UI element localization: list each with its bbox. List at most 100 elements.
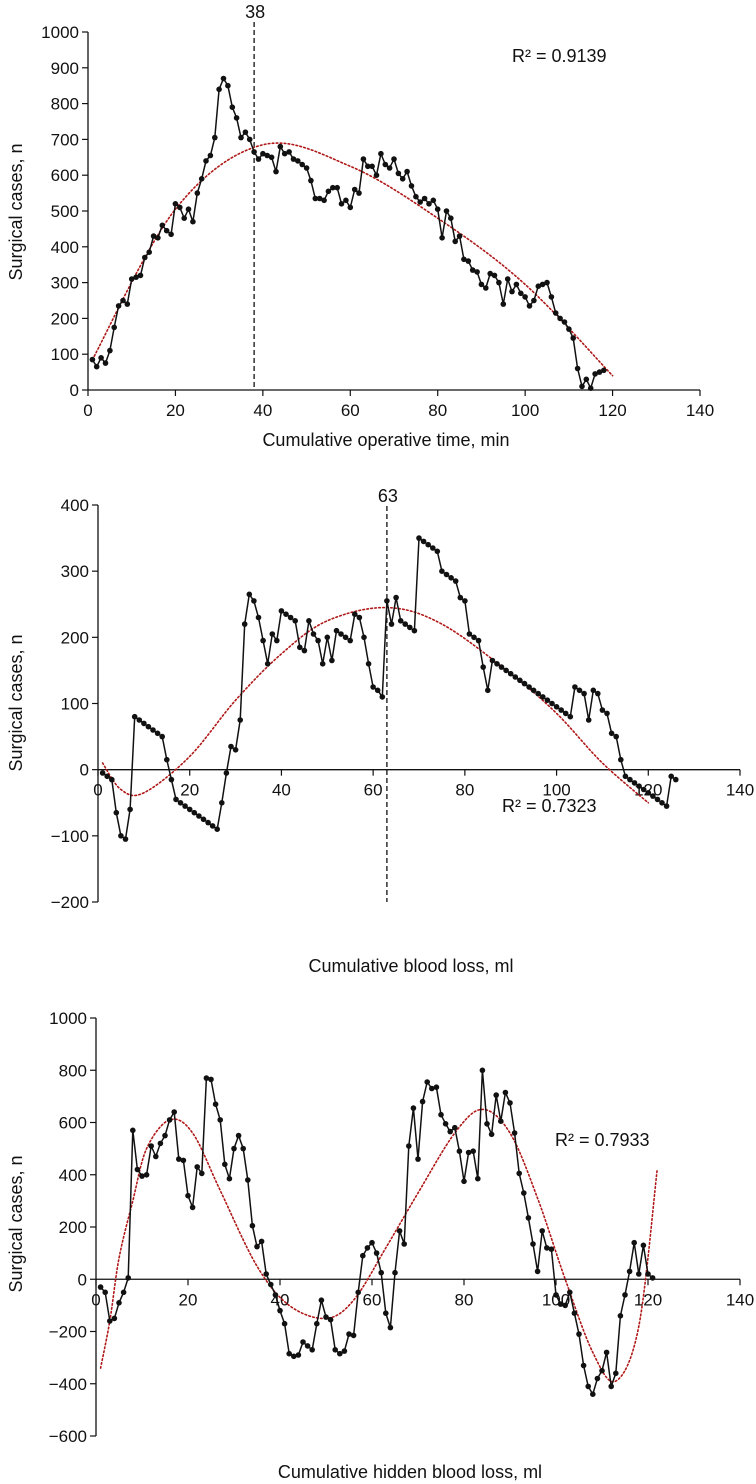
data-point: [517, 677, 523, 684]
x-tick-label: 120: [598, 401, 626, 420]
data-point: [226, 1175, 233, 1182]
data-point: [153, 1153, 159, 1160]
data-point: [334, 184, 341, 191]
data-point: [216, 86, 222, 93]
data-point: [507, 670, 514, 677]
data-point: [439, 568, 445, 574]
data-point: [566, 326, 572, 332]
x-tick-label: 0: [91, 1290, 100, 1309]
data-point: [115, 303, 122, 309]
data-point: [452, 238, 459, 245]
data-point: [177, 800, 184, 806]
y-tick-label: −100: [51, 827, 89, 846]
data-point: [487, 270, 494, 277]
data-point: [649, 1275, 656, 1281]
data-point: [471, 634, 477, 641]
data-point: [162, 1132, 168, 1139]
data-point: [182, 803, 188, 809]
trend-line: [101, 606, 650, 804]
data-point: [321, 197, 327, 204]
data-point: [269, 631, 276, 637]
data-point: [233, 115, 240, 121]
data-point: [622, 773, 629, 780]
data-point: [264, 661, 271, 667]
data-point: [120, 1289, 127, 1296]
data-point: [231, 1145, 237, 1152]
x-tick-label: 60: [364, 781, 383, 800]
data-point: [502, 1089, 509, 1096]
data-point: [452, 578, 459, 584]
data-point: [116, 1300, 122, 1306]
data-point: [461, 1178, 467, 1185]
data-point: [488, 1131, 495, 1138]
data-point: [318, 1297, 325, 1303]
data-point: [251, 149, 257, 155]
data-point: [254, 1243, 260, 1250]
data-point: [595, 690, 601, 697]
y-tick-label: 400: [51, 238, 79, 257]
data-point: [587, 385, 594, 392]
data-point: [113, 809, 120, 816]
data-point: [286, 149, 292, 155]
x-tick-label: 0: [83, 401, 92, 420]
data-point: [540, 694, 546, 700]
data-point: [286, 1350, 293, 1357]
data-point: [273, 168, 279, 175]
y-tick-label: 100: [51, 345, 79, 364]
x-tick-label: 20: [166, 401, 185, 420]
data-point: [447, 1128, 454, 1135]
data-point: [272, 1292, 279, 1298]
data-point: [225, 82, 231, 89]
data-point: [217, 1117, 223, 1123]
x-tick-label: 40: [253, 401, 272, 420]
data-point: [150, 233, 157, 239]
data-point: [299, 161, 306, 168]
data-point: [338, 201, 345, 207]
data-point: [410, 1105, 417, 1111]
data-point: [291, 1353, 297, 1360]
data-point: [539, 1228, 545, 1234]
data-point: [355, 1289, 362, 1296]
data-point: [668, 773, 674, 780]
data-point: [613, 733, 619, 740]
data-point: [131, 713, 138, 720]
data-point: [315, 637, 321, 644]
data-point: [324, 634, 331, 641]
data-point: [526, 684, 532, 690]
data-point: [352, 611, 358, 617]
data-point: [548, 294, 555, 300]
data-point: [133, 274, 139, 281]
data-point: [572, 684, 578, 690]
data-point: [608, 1383, 614, 1390]
data-point: [531, 297, 537, 304]
chart-panel-1: 0 100 200 300 400 500 600 700 800 900 1000 0 20 40 60 8…: [6, 2, 714, 450]
data-point: [208, 1076, 214, 1083]
data-point: [127, 806, 133, 813]
data-point: [650, 793, 656, 799]
data-point: [168, 231, 174, 238]
data-point: [329, 657, 335, 664]
data-point: [223, 770, 230, 776]
data-point: [430, 545, 436, 551]
data-point: [360, 1252, 366, 1259]
x-tick-label: 0: [93, 781, 102, 800]
data-point: [130, 1127, 136, 1134]
data-point: [613, 1370, 619, 1377]
data-point: [461, 256, 467, 263]
data-point: [494, 661, 500, 667]
data-point: [478, 281, 485, 288]
data-point: [396, 1228, 403, 1234]
data-point: [292, 618, 299, 624]
x-tick-label: 100: [511, 401, 539, 420]
data-point: [503, 667, 509, 674]
data-point: [283, 611, 289, 617]
y-tick-label: 300: [51, 274, 79, 293]
data-point: [521, 1190, 527, 1196]
data-point: [342, 634, 349, 641]
data-point: [434, 548, 441, 555]
data-point: [142, 254, 148, 261]
data-point: [654, 796, 661, 803]
data-point: [185, 1192, 191, 1199]
data-point: [631, 780, 638, 786]
data-point: [548, 1246, 555, 1252]
